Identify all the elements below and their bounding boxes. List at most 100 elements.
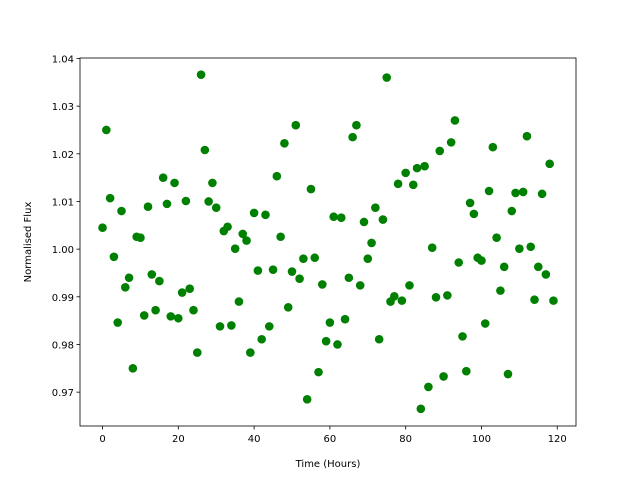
point	[249, 208, 259, 218]
point	[295, 274, 304, 284]
point	[192, 348, 202, 357]
point	[272, 171, 282, 181]
point	[397, 296, 407, 305]
x-axis-label: Time (Hours)	[295, 459, 361, 470]
point	[458, 332, 467, 341]
point	[318, 280, 327, 289]
point	[120, 282, 130, 292]
point	[526, 242, 536, 252]
x-tick-label: 60	[324, 434, 337, 445]
point	[416, 404, 426, 414]
y-axis-label: Normalised Flux	[23, 202, 34, 283]
y-tick-label: 1.01	[52, 197, 74, 208]
point	[382, 73, 392, 82]
point	[484, 186, 494, 196]
point	[302, 395, 312, 404]
point	[443, 291, 452, 300]
point	[181, 196, 191, 206]
point	[215, 322, 225, 331]
point	[348, 132, 357, 142]
point	[128, 364, 138, 373]
point	[499, 262, 509, 272]
point	[537, 189, 547, 199]
x-tick-label: 40	[248, 434, 261, 445]
point	[329, 212, 338, 222]
point	[185, 284, 194, 294]
point	[174, 313, 183, 323]
point	[268, 265, 278, 274]
point	[480, 319, 490, 328]
point	[230, 244, 240, 253]
point	[208, 178, 217, 188]
point	[405, 281, 414, 290]
y-tick-label: 0.98	[52, 340, 74, 351]
point	[390, 292, 399, 301]
point	[427, 243, 437, 253]
point	[371, 203, 380, 212]
point	[431, 292, 441, 302]
point	[545, 159, 554, 169]
point	[511, 188, 520, 198]
y-tick-label: 0.99	[52, 293, 74, 304]
y-tick-label: 1.00	[52, 245, 74, 256]
point	[113, 318, 123, 327]
point	[139, 311, 149, 320]
y-tick-label: 1.02	[52, 150, 74, 161]
point	[469, 209, 479, 219]
point	[518, 187, 528, 197]
x-tick-label: 80	[399, 434, 412, 445]
point	[454, 258, 464, 267]
point	[166, 312, 176, 321]
point	[189, 305, 198, 315]
point	[435, 146, 445, 156]
point	[446, 138, 456, 147]
point	[355, 281, 365, 290]
point	[340, 314, 350, 324]
point	[488, 142, 498, 152]
point	[314, 367, 323, 377]
point	[336, 213, 346, 222]
y-tick-label: 0.97	[52, 388, 74, 399]
point	[102, 125, 111, 135]
y-tick-label: 1.04	[52, 54, 74, 65]
point	[211, 203, 221, 212]
point	[299, 254, 308, 263]
point	[261, 210, 270, 220]
point	[401, 168, 410, 178]
point	[223, 222, 232, 232]
point	[412, 163, 422, 173]
point	[310, 253, 320, 263]
point	[200, 145, 210, 155]
point	[124, 273, 134, 283]
point	[143, 202, 153, 212]
point	[253, 266, 263, 275]
point	[344, 273, 354, 283]
point	[242, 236, 251, 245]
point	[374, 334, 384, 344]
point	[378, 215, 388, 224]
point	[105, 193, 115, 203]
point	[420, 161, 429, 171]
plot-area	[80, 58, 576, 426]
point	[530, 295, 539, 304]
x-tick-label: 20	[172, 434, 185, 445]
point	[162, 199, 172, 209]
point	[367, 238, 376, 248]
point	[465, 198, 475, 208]
point	[439, 372, 448, 381]
point	[462, 366, 471, 376]
point	[352, 120, 361, 130]
point	[515, 244, 524, 253]
point	[492, 233, 501, 243]
point	[359, 217, 369, 227]
point	[283, 303, 293, 312]
point	[147, 270, 157, 279]
point	[507, 206, 517, 216]
point	[450, 116, 460, 125]
point	[333, 340, 342, 349]
point	[151, 305, 160, 315]
point	[227, 321, 236, 330]
point	[136, 233, 145, 243]
point	[238, 229, 248, 239]
point	[424, 382, 433, 392]
